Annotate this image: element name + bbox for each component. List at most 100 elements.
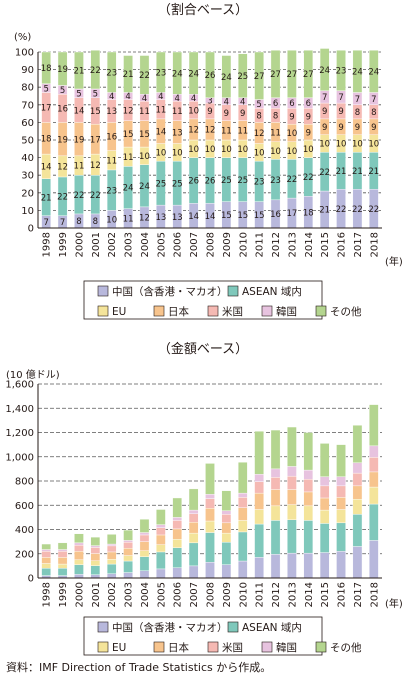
y-tick-label: 1,000 xyxy=(5,452,34,463)
data-label: 4 xyxy=(175,94,180,104)
x-tick-label: 2013 xyxy=(287,232,298,257)
bar-segment-korea xyxy=(90,545,101,548)
data-label: 18 xyxy=(303,208,314,218)
bar-segment-china xyxy=(172,567,183,579)
data-label: 19 xyxy=(57,65,68,75)
legend-amount: 中国（含香港・マカオ） ASEAN 域内 EU 日本 米国 韓国 その他 xyxy=(83,616,362,656)
bar-segment-us xyxy=(369,457,379,473)
data-label: 9 xyxy=(371,123,376,133)
bar-segment-other xyxy=(41,543,51,550)
bar-segment-other xyxy=(139,55,150,95)
data-label: 10 xyxy=(155,149,166,159)
data-label: 4 xyxy=(240,97,245,107)
data-label: 15 xyxy=(123,130,134,140)
data-label: 24 xyxy=(319,66,330,76)
bar-segment-other xyxy=(74,533,84,544)
data-label: 4 xyxy=(109,92,114,102)
bar-segment-china xyxy=(123,572,133,579)
data-label: 9 xyxy=(322,107,327,117)
x-tick-label: 2008 xyxy=(206,232,217,257)
data-label: 24 xyxy=(352,68,363,78)
data-label: 23 xyxy=(106,186,117,196)
data-label: 15 xyxy=(90,107,101,117)
data-label: 22 xyxy=(139,71,150,81)
x-tick-label: 2016 xyxy=(337,582,348,607)
data-label: 11 xyxy=(270,128,281,138)
y-tick-label: 1,200 xyxy=(5,428,34,439)
data-label: 8 xyxy=(371,108,376,118)
data-label: 10 xyxy=(254,149,265,159)
data-label: 5 xyxy=(43,84,48,94)
bar-segment-japan xyxy=(172,528,183,540)
bar-segment-china xyxy=(254,557,264,579)
bar-segment-korea xyxy=(123,540,133,543)
bar-segment-china xyxy=(221,564,232,579)
bars-share: 0102030405060708090100721141817518199872… xyxy=(15,48,382,257)
legend-swatch-japan xyxy=(153,305,165,317)
data-label: 11 xyxy=(123,215,134,225)
data-label: 10 xyxy=(221,145,232,155)
bar-segment-china xyxy=(270,554,281,579)
x-tick-label: 2003 xyxy=(124,232,135,257)
data-label: 14 xyxy=(74,106,85,116)
x-tick-label: 2006 xyxy=(173,232,184,257)
bar-segment-eu xyxy=(336,509,346,524)
data-label: 8 xyxy=(355,108,360,118)
x-tick-label: 2001 xyxy=(91,582,102,607)
bar-segment-eu xyxy=(106,559,117,565)
bar-segment-korea xyxy=(188,509,199,514)
bar-segment-other xyxy=(319,48,330,91)
bar-segment-other xyxy=(336,444,346,477)
x-tick-label: 1999 xyxy=(58,582,69,607)
x-tick-label: 2012 xyxy=(271,232,282,257)
x-tick-label: 2015 xyxy=(320,582,331,607)
bar-segment-other xyxy=(123,55,133,93)
data-label: 22 xyxy=(57,193,68,203)
data-label: 18 xyxy=(41,64,52,74)
legend-label-asean: ASEAN 域内 xyxy=(242,621,302,634)
y-tick-label: 1,600 xyxy=(5,380,34,391)
data-label: 22 xyxy=(74,191,85,201)
data-label: 13 xyxy=(172,213,183,223)
data-label: 11 xyxy=(221,127,232,137)
x-tick-label: 2018 xyxy=(369,582,380,607)
bar-segment-us xyxy=(221,514,232,524)
bar-segment-us xyxy=(336,485,346,498)
data-label: 4 xyxy=(191,94,196,104)
bar-segment-asean xyxy=(303,520,314,554)
data-label: 7 xyxy=(322,93,327,103)
data-label: 22 xyxy=(90,191,101,201)
bar-segment-other xyxy=(123,529,133,541)
bar-segment-eu xyxy=(172,539,183,548)
legend-label-china: 中国（含香港・マカオ） xyxy=(112,621,228,634)
legend-swatch-korea xyxy=(261,305,273,317)
data-label: 10 xyxy=(205,145,216,155)
bar-segment-asean xyxy=(172,547,183,568)
bar-segment-japan xyxy=(156,534,166,545)
bar-segment-china xyxy=(303,552,314,579)
data-label: 14 xyxy=(188,212,199,222)
data-label: 27 xyxy=(270,70,281,80)
legend-swatch-eu xyxy=(97,641,109,653)
x-tick-label: 2014 xyxy=(304,232,315,257)
legend-swatch-asean xyxy=(227,621,239,633)
data-label: 21 xyxy=(352,167,363,177)
chart-canvas: （割合ベース） (%) (年) 010203040506070809010072… xyxy=(5,2,403,656)
bar-segment-eu xyxy=(352,498,363,515)
data-label: 8 xyxy=(256,112,261,122)
data-label: 12 xyxy=(254,129,265,139)
data-label: 14 xyxy=(41,163,52,173)
bar-segment-japan xyxy=(41,557,51,564)
data-label: 24 xyxy=(139,182,150,192)
data-label: 3 xyxy=(207,97,212,107)
bar-segment-eu xyxy=(156,544,166,553)
bar-segment-asean xyxy=(205,532,215,563)
bar-segment-asean xyxy=(188,542,199,567)
bar-segment-us xyxy=(139,534,150,542)
x-tick-label: 2017 xyxy=(353,582,364,607)
data-label: 4 xyxy=(125,92,130,102)
bar-segment-japan xyxy=(254,492,264,510)
data-label: 8 xyxy=(93,217,98,227)
data-label: 9 xyxy=(207,107,212,117)
data-label: 11 xyxy=(106,156,117,166)
